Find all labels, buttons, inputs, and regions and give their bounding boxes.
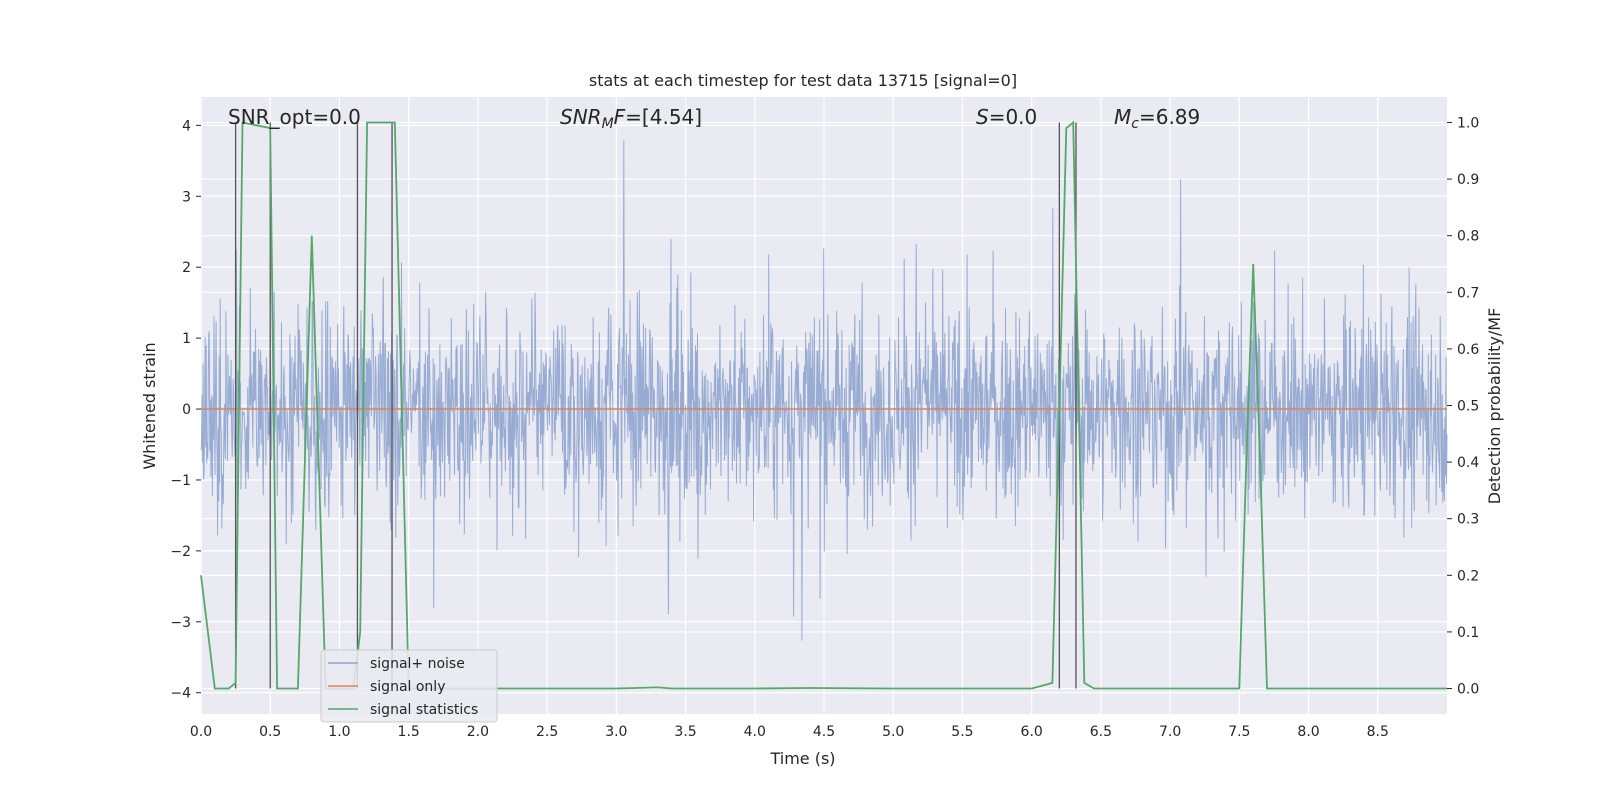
y-tick-label-left: 2: [182, 260, 191, 276]
y-axis-ticks-left: 4 3 2 1 0 −1 −2 −3 −4: [170, 118, 201, 702]
y-tick-label-left: −3: [170, 615, 191, 631]
y-tick-label-left: 1: [182, 331, 191, 347]
x-tick-label: 2.5: [536, 724, 558, 740]
y-axis-ticks-right: 1.0 0.9 0.8 0.7 0.6 0.5 0.4 0.3 0.2 0.1 0.0: [1447, 115, 1479, 698]
mc-sub: c: [1131, 116, 1139, 132]
y-tick-label-left: −4: [170, 686, 191, 702]
x-axis-label: Time (s): [769, 749, 835, 768]
mc-main: M: [1114, 105, 1131, 129]
legend-box: [320, 649, 498, 723]
y-axis-label-right: Detection probability/MF: [1485, 308, 1504, 505]
series-signal-noise: [200, 140, 1448, 641]
x-tick-label: 0.5: [259, 724, 281, 740]
snr-mf-sub: M: [602, 116, 614, 132]
legend: signal+ noise signal only signal statist…: [320, 649, 498, 723]
x-tick-label: 1.5: [398, 724, 420, 740]
snr-mf-value: =[4.54]: [625, 105, 702, 129]
x-axis-ticks: 0.0 0.5 1.0 1.5 2.0 2.5 3.0 3.5 4.0 4.5 5.0 5.5 6.0 6…: [190, 724, 1389, 740]
y-tick-label-right: 0.9: [1457, 172, 1479, 188]
y-tick-label-left: 4: [182, 118, 191, 134]
x-tick-label: 3.5: [674, 724, 696, 740]
noise-waveform: [200, 140, 1448, 641]
x-tick-label: 1.0: [328, 724, 350, 740]
y-tick-label-right: 0.5: [1457, 399, 1479, 415]
x-tick-label: 0.0: [190, 724, 212, 740]
y-axis-label-left: Whitened strain: [140, 342, 159, 469]
y-tick-label-right: 0.0: [1457, 682, 1479, 698]
snr-mf-main: SNR: [560, 105, 602, 129]
snr-mf-rest: F: [614, 105, 626, 129]
x-tick-label: 5.0: [882, 724, 904, 740]
legend-label-signal-noise: signal+ noise: [370, 656, 465, 672]
x-tick-label: 3.0: [605, 724, 627, 740]
x-tick-label: 6.0: [1021, 724, 1043, 740]
y-tick-label-right: 0.2: [1457, 568, 1479, 584]
x-tick-label: 7.0: [1159, 724, 1181, 740]
y-tick-label-right: 1.0: [1457, 115, 1479, 131]
annotation-s: S=0.0: [976, 105, 1037, 129]
y-tick-label-left: 3: [182, 189, 191, 205]
chart-title: stats at each timestep for test data 137…: [589, 71, 1017, 90]
y-tick-label-left: 0: [182, 402, 191, 418]
legend-label-signal-only: signal only: [370, 679, 445, 695]
x-tick-label: 2.0: [467, 724, 489, 740]
y-tick-label-left: −2: [170, 544, 191, 560]
y-tick-label-right: 0.1: [1457, 625, 1479, 641]
x-tick-label: 8.5: [1367, 724, 1389, 740]
mc-value: =6.89: [1139, 105, 1200, 129]
y-tick-label-left: −1: [170, 473, 191, 489]
s-value: =0.0: [989, 105, 1038, 129]
x-tick-label: 4.0: [744, 724, 766, 740]
s-main: S: [976, 105, 989, 129]
series-signal-statistics: [200, 120, 1447, 690]
x-tick-label: 7.5: [1228, 724, 1250, 740]
x-tick-label: 8.0: [1297, 724, 1319, 740]
y-tick-label-right: 0.7: [1457, 285, 1479, 301]
x-tick-label: 4.5: [813, 724, 835, 740]
y-tick-label-right: 0.6: [1457, 342, 1479, 358]
x-tick-label: 5.5: [951, 724, 973, 740]
y-tick-label-right: 0.8: [1457, 229, 1479, 245]
annotation-snr-opt: SNR_opt=0.0: [228, 105, 361, 129]
y-tick-label-right: 0.3: [1457, 512, 1479, 528]
legend-label-signal-statistics: signal statistics: [370, 702, 478, 718]
y-tick-label-right: 0.4: [1457, 455, 1479, 471]
annotation-snr-mf: SNRMF=[4.54]: [560, 105, 702, 132]
x-tick-label: 6.5: [1090, 724, 1112, 740]
annotation-mc: Mc=6.89: [1114, 105, 1200, 132]
